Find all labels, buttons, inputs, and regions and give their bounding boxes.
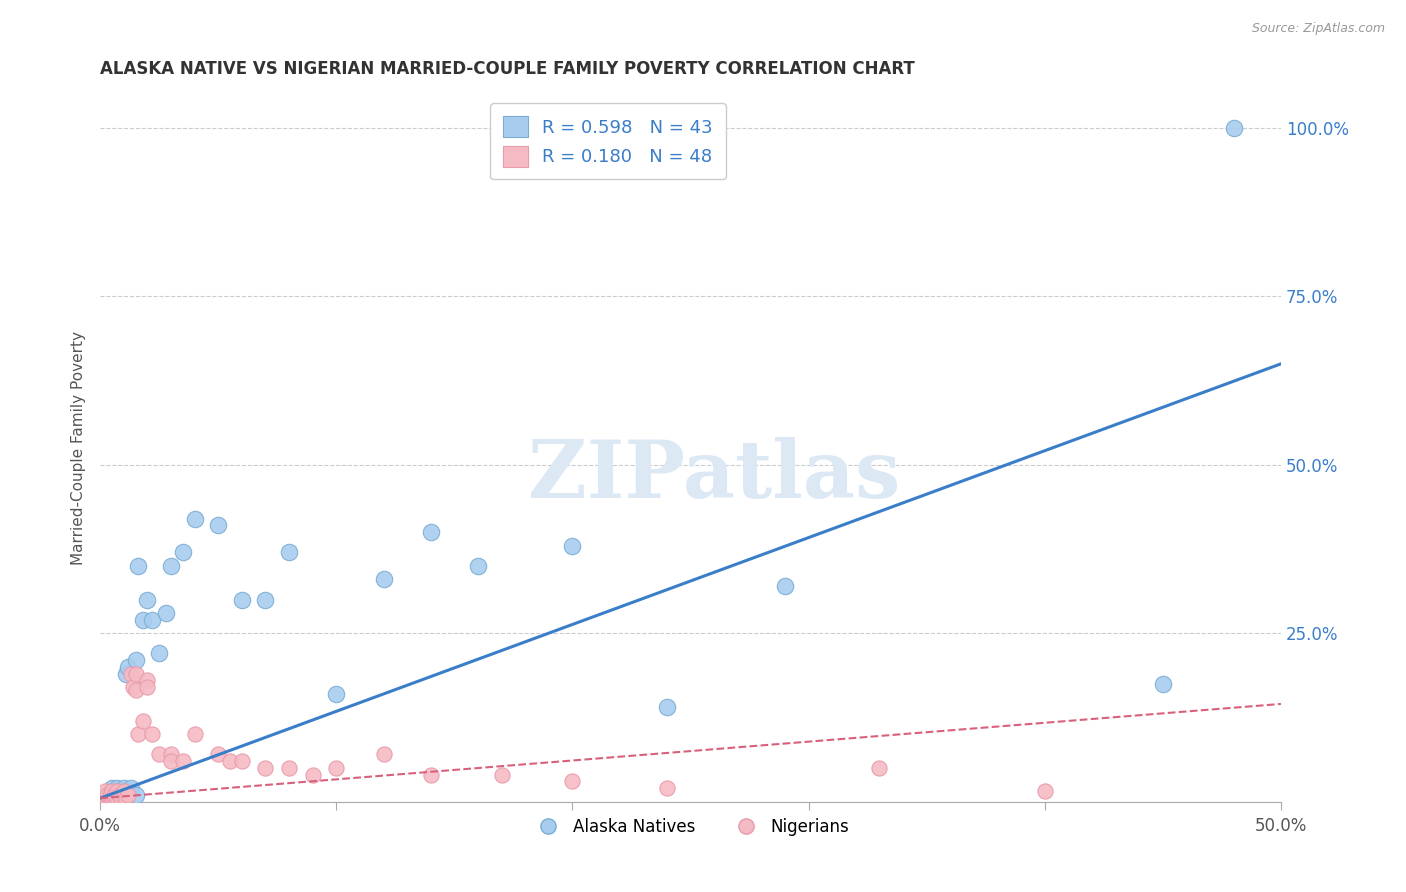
Point [301,767,323,781]
Point [105,791,128,805]
Point [94,788,117,802]
Point [325,761,347,775]
Point [110,791,132,805]
Point [108,788,131,802]
Point [112,791,135,805]
Point [136,673,159,688]
Point [561,774,583,789]
Point [117,788,139,802]
Point [136,680,159,694]
Point [655,781,678,796]
Point [773,579,796,593]
Point [869,761,891,775]
Point [561,539,583,553]
Point [112,784,135,798]
Point [120,666,142,681]
Point [94,791,117,805]
Point [160,754,183,768]
Point [105,788,128,802]
Point [131,613,153,627]
Point [124,666,146,681]
Point [419,767,441,781]
Point [373,572,395,586]
Point [160,747,183,762]
Point [127,727,149,741]
Point [124,788,146,802]
Legend: Alaska Natives, Nigerians: Alaska Natives, Nigerians [524,812,856,843]
Point [183,512,205,526]
Point [148,647,170,661]
Point [141,613,163,627]
Point [124,653,146,667]
Point [110,788,132,802]
Point [419,525,441,540]
Point [254,761,277,775]
Point [96,791,118,805]
Point [172,545,194,559]
Point [103,788,125,802]
Point [115,666,138,681]
Point [101,781,124,796]
Point [278,545,301,559]
Point [655,700,678,714]
Point [98,791,121,805]
Point [108,791,131,805]
Point [96,788,118,802]
Point [1152,676,1174,690]
Point [127,558,149,573]
Point [96,791,118,805]
Point [172,754,194,768]
Point [207,518,229,533]
Point [231,754,253,768]
Point [148,747,170,762]
Point [96,788,118,802]
Point [491,767,513,781]
Point [103,791,125,805]
Point [141,727,163,741]
Point [103,791,125,805]
Point [122,680,145,694]
Text: ZIPatlas: ZIPatlas [529,437,900,516]
Point [124,683,146,698]
Point [155,606,177,620]
Point [105,784,128,798]
Point [101,791,124,805]
Point [136,592,159,607]
Point [101,788,124,802]
Point [231,592,253,607]
Point [98,791,121,805]
Point [183,727,205,741]
Y-axis label: Married-Couple Family Poverty: Married-Couple Family Poverty [72,331,86,565]
Point [160,558,183,573]
Point [101,784,124,798]
Point [131,714,153,728]
Point [1222,121,1244,136]
Text: ALASKA NATIVE VS NIGERIAN MARRIED-COUPLE FAMILY POVERTY CORRELATION CHART: ALASKA NATIVE VS NIGERIAN MARRIED-COUPLE… [100,60,915,78]
Point [91,788,114,802]
Point [91,791,114,805]
Point [254,592,277,607]
Point [112,791,135,805]
Point [105,781,128,796]
Point [108,784,131,798]
Point [98,788,121,802]
Point [467,558,489,573]
Point [278,761,301,775]
Point [112,781,135,796]
Point [219,754,242,768]
Point [98,784,121,798]
Point [1033,784,1056,798]
Text: Source: ZipAtlas.com: Source: ZipAtlas.com [1251,22,1385,36]
Point [117,660,139,674]
Point [91,791,114,805]
Point [373,747,395,762]
Point [207,747,229,762]
Point [325,687,347,701]
Point [120,781,142,796]
Point [115,791,138,805]
Point [94,784,117,798]
